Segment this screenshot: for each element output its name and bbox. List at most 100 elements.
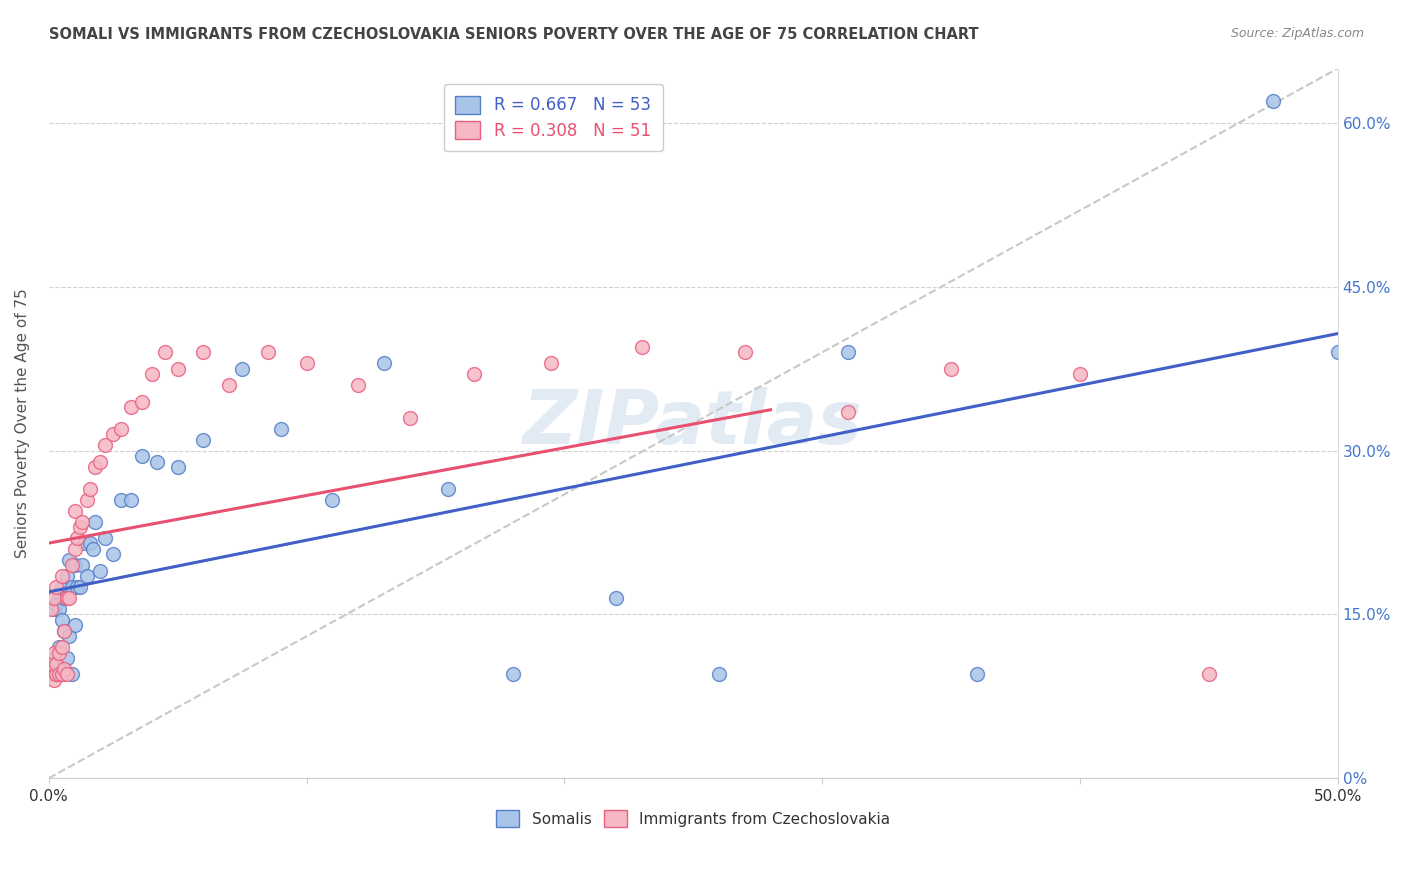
Point <box>58 591 80 605</box>
Point <box>66 531 89 545</box>
Point <box>1326 345 1348 359</box>
Point <box>69 520 91 534</box>
Point <box>42 602 65 616</box>
Point <box>51 667 73 681</box>
Point <box>120 400 142 414</box>
Point <box>321 492 343 507</box>
Point <box>48 585 70 599</box>
Point <box>60 558 83 573</box>
Point <box>84 515 107 529</box>
Point <box>63 541 86 556</box>
Point <box>110 422 132 436</box>
Point <box>53 591 76 605</box>
Point <box>66 580 89 594</box>
Point <box>110 492 132 507</box>
Text: SOMALI VS IMMIGRANTS FROM CZECHOSLOVAKIA SENIORS POVERTY OVER THE AGE OF 75 CORR: SOMALI VS IMMIGRANTS FROM CZECHOSLOVAKIA… <box>49 27 979 42</box>
Point <box>73 536 96 550</box>
Point <box>48 646 70 660</box>
Point <box>146 454 169 468</box>
Point <box>94 531 117 545</box>
Point <box>295 356 318 370</box>
Point <box>193 433 215 447</box>
Point <box>48 640 70 655</box>
Point <box>463 368 485 382</box>
Point <box>939 361 962 376</box>
Point <box>257 345 280 359</box>
Point <box>51 667 73 681</box>
Point <box>60 667 83 681</box>
Point <box>153 345 176 359</box>
Point <box>94 438 117 452</box>
Point <box>53 662 76 676</box>
Point <box>231 361 253 376</box>
Point <box>41 657 63 671</box>
Point <box>218 378 240 392</box>
Point <box>53 624 76 638</box>
Point <box>51 613 73 627</box>
Point <box>63 504 86 518</box>
Point <box>502 667 524 681</box>
Point <box>48 602 70 616</box>
Point <box>605 591 627 605</box>
Point <box>48 662 70 676</box>
Point <box>89 454 111 468</box>
Point <box>437 482 460 496</box>
Point <box>42 646 65 660</box>
Point <box>707 667 730 681</box>
Point <box>45 657 67 671</box>
Point <box>141 368 163 382</box>
Point <box>131 449 153 463</box>
Point <box>45 667 67 681</box>
Point <box>60 580 83 594</box>
Point <box>1263 95 1285 109</box>
Point <box>72 558 94 573</box>
Y-axis label: Seniors Poverty Over the Age of 75: Seniors Poverty Over the Age of 75 <box>15 288 30 558</box>
Point <box>56 569 79 583</box>
Point <box>42 673 65 687</box>
Point <box>51 640 73 655</box>
Point <box>42 591 65 605</box>
Point <box>270 422 292 436</box>
Point <box>734 345 756 359</box>
Point <box>56 591 79 605</box>
Point <box>45 667 67 681</box>
Legend: Somalis, Immigrants from Czechoslovakia: Somalis, Immigrants from Czechoslovakia <box>489 803 897 834</box>
Point <box>42 667 65 681</box>
Point <box>398 411 420 425</box>
Point <box>131 394 153 409</box>
Point <box>837 405 859 419</box>
Point <box>63 558 86 573</box>
Point <box>76 569 98 583</box>
Point <box>1069 368 1091 382</box>
Point <box>120 492 142 507</box>
Point <box>166 460 188 475</box>
Point <box>45 580 67 594</box>
Text: ZIPatlas: ZIPatlas <box>523 387 863 460</box>
Point <box>166 361 188 376</box>
Point <box>82 541 104 556</box>
Point <box>76 492 98 507</box>
Point <box>41 662 63 676</box>
Point <box>51 569 73 583</box>
Point <box>89 564 111 578</box>
Point <box>103 548 125 562</box>
Text: Source: ZipAtlas.com: Source: ZipAtlas.com <box>1230 27 1364 40</box>
Point <box>69 580 91 594</box>
Point <box>966 667 988 681</box>
Point <box>56 667 79 681</box>
Point <box>540 356 562 370</box>
Point <box>45 657 67 671</box>
Point <box>193 345 215 359</box>
Point <box>42 651 65 665</box>
Point <box>48 667 70 681</box>
Point <box>79 536 101 550</box>
Point <box>53 624 76 638</box>
Point <box>1198 667 1220 681</box>
Point <box>79 482 101 496</box>
Point <box>63 618 86 632</box>
Point <box>41 602 63 616</box>
Point <box>84 460 107 475</box>
Point <box>103 427 125 442</box>
Point <box>837 345 859 359</box>
Point <box>51 580 73 594</box>
